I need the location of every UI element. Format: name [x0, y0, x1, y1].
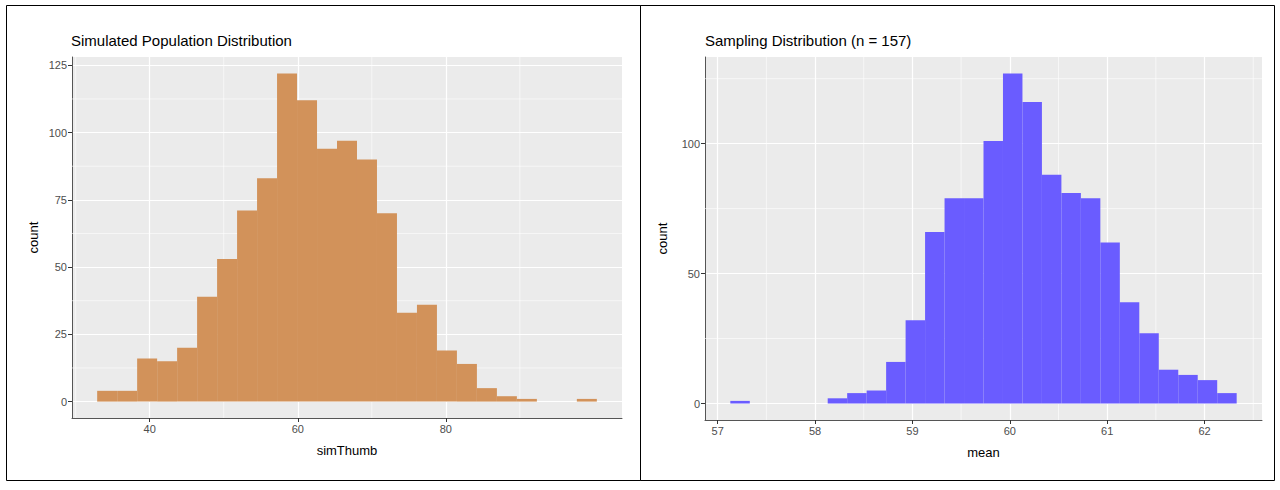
svg-text:Sampling Distribution (n = 157: Sampling Distribution (n = 157) [705, 32, 911, 49]
svg-text:0: 0 [694, 398, 700, 410]
svg-text:60: 60 [292, 423, 304, 435]
svg-text:simThumb: simThumb [317, 443, 378, 458]
svg-text:60: 60 [1004, 425, 1016, 437]
svg-text:count: count [26, 221, 41, 253]
svg-text:50: 50 [55, 261, 67, 273]
svg-text:80: 80 [440, 423, 452, 435]
svg-text:59: 59 [906, 425, 918, 437]
svg-text:100: 100 [682, 138, 700, 150]
svg-text:58: 58 [809, 425, 821, 437]
svg-text:0: 0 [61, 396, 67, 408]
svg-text:62: 62 [1198, 425, 1210, 437]
svg-text:100: 100 [49, 127, 67, 139]
svg-text:61: 61 [1101, 425, 1113, 437]
svg-text:75: 75 [55, 194, 67, 206]
svg-text:mean: mean [967, 445, 1000, 460]
svg-text:125: 125 [49, 59, 67, 71]
svg-text:Simulated Population Distribut: Simulated Population Distribution [71, 32, 292, 49]
svg-text:40: 40 [144, 423, 156, 435]
svg-text:25: 25 [55, 328, 67, 340]
svg-text:count: count [655, 222, 670, 254]
svg-text:57: 57 [712, 425, 724, 437]
svg-text:50: 50 [688, 268, 700, 280]
